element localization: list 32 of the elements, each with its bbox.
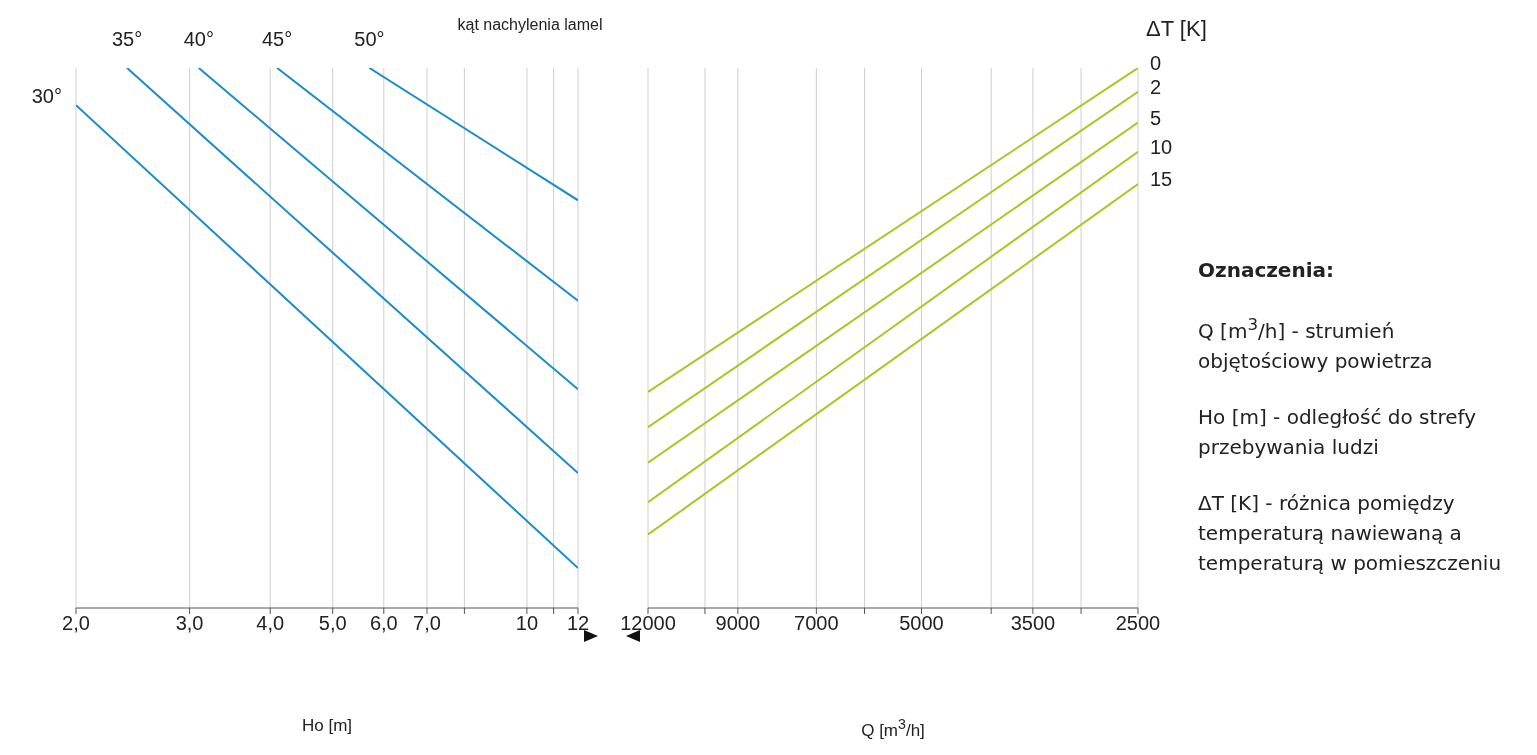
series-label: 15 [1150,168,1173,191]
series-label: 30° [31,85,62,108]
series-label: 5 [1150,106,1162,129]
x-tick-label: 2500 [1115,612,1161,635]
series-label: 0 [1150,52,1162,74]
x-tick-label: 7,0 [413,612,441,635]
x-tick-label: 10 [515,612,539,635]
legend-title: ΔT [K] [1146,16,1207,42]
series-label: 2 [1150,75,1162,98]
legend-title: kąt nachylenia lamel [457,16,603,34]
x-tick-label: 12000 [620,612,676,635]
x-axis-title: Q [m$^{3}$/h] [860,716,926,741]
series-label: 40° [183,28,214,50]
series-label: 45° [261,28,293,50]
series-label: 35° [111,28,143,50]
x-tick-label: 7000 [794,612,839,635]
x-tick-label: 2,0 [62,612,90,635]
x-tick-label: 5,0 [318,612,347,635]
text: Ho [m] - odległość do strefy przebywania ludzi [1198,403,1477,461]
x-axis-title: Ho [m] [300,716,354,736]
x-tick-label: 6,0 [369,612,398,635]
x-tick-label: 3500 [1010,612,1056,635]
x-tick-label: 5000 [899,612,944,635]
x-tick-label: 3,0 [175,612,204,635]
text: Oznaczenia: [1198,258,1336,282]
text: Q [m$^{3}$/h] - strumień objętościowy powietrza [1198,314,1434,375]
x-tick-label: 12 [566,612,590,635]
text: ΔT [K] - różnica pomiędzy temperaturą nawiewaną a temperaturą w pomieszczeniu [1198,489,1503,577]
series-label: 50° [354,28,385,50]
x-tick-label: 9000 [715,612,761,635]
x-tick-label: 4,0 [256,612,285,635]
series-label: 10 [1150,135,1173,158]
